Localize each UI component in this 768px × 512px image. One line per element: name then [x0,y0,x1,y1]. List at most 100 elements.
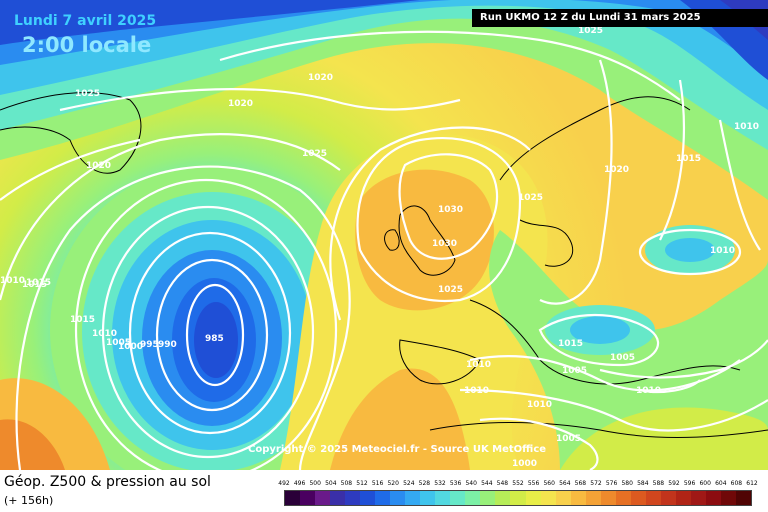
scale-swatch [645,491,661,505]
scale-swatch [735,491,751,505]
copyright-notice: Copyright © 2025 Meteociel.fr - Source U… [248,444,547,455]
scale-label: 608 [730,480,743,487]
isobar-label: 1025 [75,89,100,99]
scale-swatch [435,491,451,505]
scale-label: 524 [403,480,415,487]
scale-swatch [465,491,481,505]
scale-swatch [705,491,721,505]
isobar-label: 1010 [92,329,117,339]
scale-swatch [690,491,706,505]
scale-swatch [570,491,586,505]
scale-label: 528 [418,480,431,487]
scale-swatch [510,491,526,505]
scale-label: 532 [434,480,446,487]
scale-label: 600 [699,480,711,487]
scale-swatch [540,491,556,505]
russia-low-core [665,238,715,262]
isobar-label: 1015 [676,154,701,164]
scale-label: 496 [293,480,306,487]
scale-label: 512 [356,480,368,487]
isobar-label: 1005 [556,434,581,444]
parameter-title: Géop. Z500 & pression au sol [4,474,211,490]
forecast-date: Lundi 7 avril 2025 [14,13,157,29]
isobar-label: 1025 [578,26,603,36]
scale-swatch [345,491,361,505]
forecast-map: 1025 1020 1020 1025 1020 1025 1030 1030 1025 1020… [0,0,768,470]
isobar-label: 1005 [562,366,587,376]
isobar-label: 1020 [86,161,111,171]
isobar-label: 1005 [610,353,635,363]
isobar-label: 1020 [228,99,253,109]
scale-label: 612 [746,480,758,487]
scale-label: 604 [715,480,727,487]
scale-label: 540 [465,480,477,487]
scale-label: 508 [340,480,353,487]
scale-swatch [525,491,541,505]
scale-label: 556 [527,480,540,487]
scale-swatch [720,491,736,505]
scale-label: 492 [278,480,290,487]
scale-swatch [390,491,406,505]
isobar-label: 1010 [464,386,489,396]
isobar-label: 1000 [512,459,537,469]
isobar-label: 1010 [636,386,661,396]
isobar-label: 1010 [527,400,552,410]
scale-swatch [360,491,376,505]
isobar-label: 1030 [438,205,463,215]
scale-label: 500 [309,480,321,487]
scale-swatch [555,491,571,505]
scale-label: 564 [559,480,571,487]
scale-label: 548 [496,480,509,487]
coastlines [0,92,768,438]
scale-label: 552 [512,480,524,487]
scale-swatch [285,491,301,505]
scale-label: 520 [387,480,399,487]
isobar-label: 1020 [308,73,333,83]
scale-label: 536 [449,480,462,487]
isobar-label: 1015 [558,339,583,349]
isobar-label: 1025 [518,193,543,203]
scale-swatch [495,491,511,505]
isobar-label: 995 [140,340,159,350]
isobar-label: 1010 [0,276,25,286]
scale-swatch [330,491,346,505]
isobar-label: 1015 [22,280,47,290]
isobar-label: 985 [205,334,224,344]
scale-label: 596 [683,480,696,487]
scale-swatch [585,491,601,505]
scale-swatch [315,491,331,505]
isobar-label: 1000 [118,342,143,352]
scale-swatch [660,491,676,505]
scale-swatch [600,491,616,505]
lead-time: (+ 156h) [4,494,54,507]
isobar-label: 1025 [302,149,327,159]
scale-label: 580 [621,480,633,487]
isobars [0,30,768,470]
low-ring-6 [194,302,238,378]
color-scale-bar [284,490,752,506]
scale-label: 544 [481,480,493,487]
isobar-label: 1020 [604,165,629,175]
scale-swatch [450,491,466,505]
isobar-label: 1015 [26,278,51,288]
forecast-time: 2:00 locale [22,33,152,57]
south-warm [330,368,470,470]
isobar-label: 1010 [466,360,491,370]
scale-swatch [405,491,421,505]
scale-label: 560 [543,480,555,487]
isobar-label: 1010 [710,246,735,256]
scale-label: 584 [637,480,649,487]
isobar-label: 990 [158,340,177,350]
scale-label: 516 [371,480,384,487]
high-core [355,169,494,311]
scale-label: 588 [652,480,665,487]
balkan-low-core [570,316,630,344]
scale-swatch [420,491,436,505]
cold-band-5 [0,0,420,45]
scale-swatch [375,491,391,505]
isobar-label: 1010 [734,122,759,132]
scale-label: 592 [668,480,680,487]
isobar-label: 1025 [438,285,463,295]
scale-label: 576 [605,480,618,487]
